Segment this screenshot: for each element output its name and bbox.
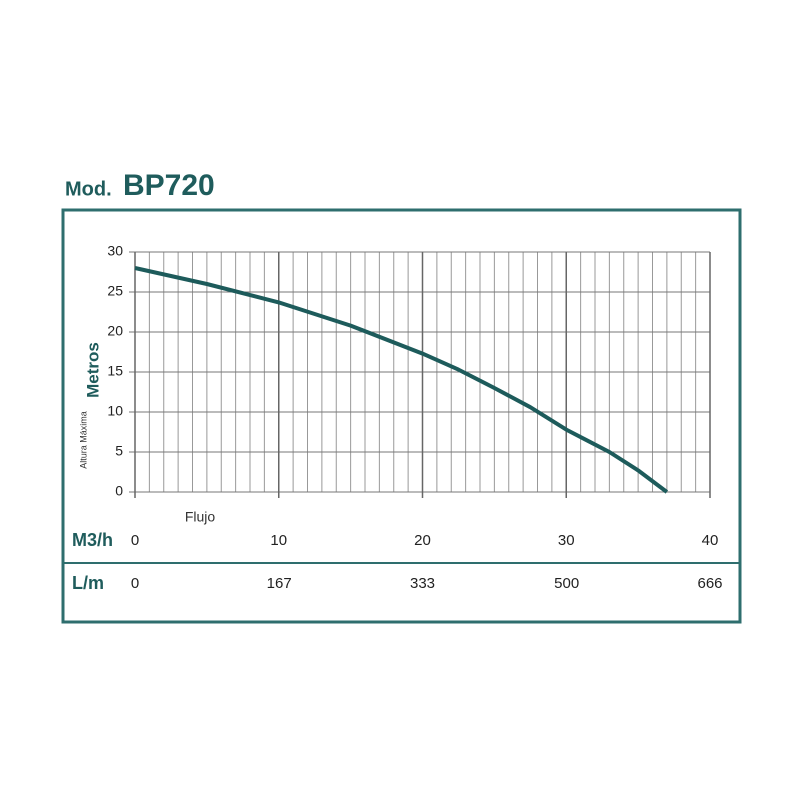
pump-curve [134,266,669,494]
x2-tick-label: 167 [267,575,292,592]
y-axis-label: Metros [83,342,102,398]
x2-tick-label: 0 [131,575,139,592]
x2-tick-label: 333 [410,575,435,592]
x2-tick-label: 666 [697,575,722,592]
x2-tick-label: 500 [554,575,579,592]
y-axis-sublabel: Altura Máxima [78,411,88,469]
y-tick-label: 10 [107,403,123,419]
x-unit-label: M3/h [72,530,113,550]
x-tick-label: 0 [131,532,139,549]
frame [61,208,742,624]
y-tick-label: 15 [107,363,123,379]
x-tick-label: 20 [414,532,431,549]
y-tick-label: 25 [107,283,123,299]
y-tick-label: 30 [107,243,123,259]
chart-title: BP720 [123,169,215,202]
x-tick-label: 10 [270,532,287,549]
y-tick-label: 5 [115,443,123,459]
title-prefix: Mod. [65,178,112,200]
x-tick-label: 40 [702,532,719,549]
x-tick-label: 30 [558,532,575,549]
x-axis-label: Flujo [185,509,216,525]
y-tick-label: 0 [115,483,123,499]
y-tick-label: 20 [107,323,123,339]
x2-unit-label: L/m [72,573,104,593]
